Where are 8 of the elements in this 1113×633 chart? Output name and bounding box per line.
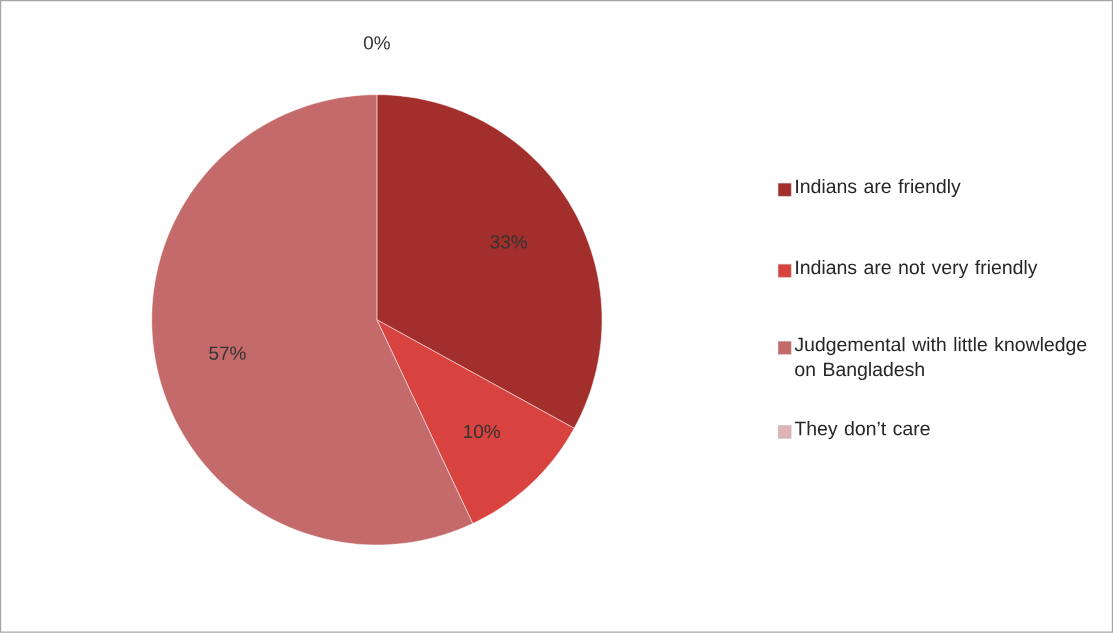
legend-label: They don’t care: [794, 421, 930, 440]
text: 0%: [363, 36, 390, 50]
data-label: 10%: [464, 424, 500, 439]
legend-label: Indians are friendly: [796, 179, 961, 198]
data-label: 57%: [209, 346, 246, 361]
legend-label: Indians are not very friendly: [796, 260, 1038, 279]
legend-label: Judgemental with little knowledge on Bangladesh: [794, 337, 1087, 381]
data-label: 33%: [490, 235, 527, 249]
